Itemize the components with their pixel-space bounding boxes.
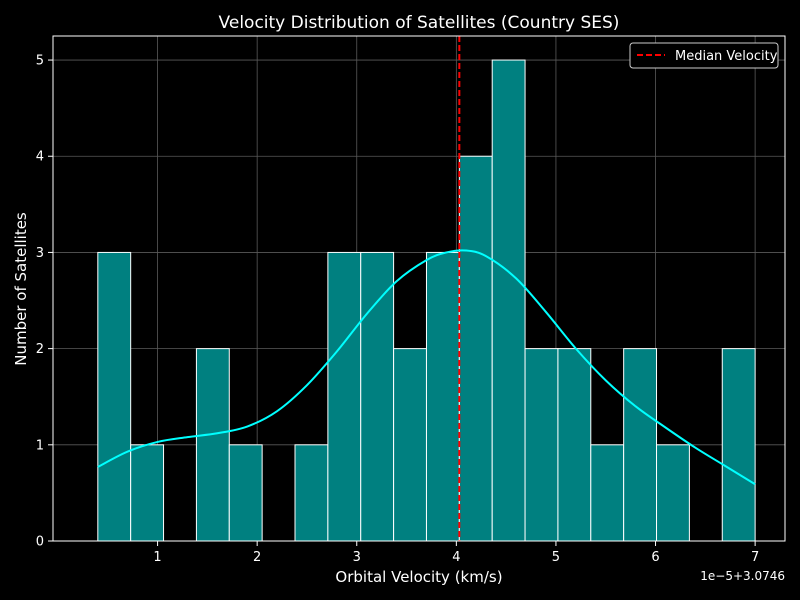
legend-median-label: Median Velocity: [675, 49, 778, 64]
kde-curve: [97, 249, 756, 486]
x-tick-label-5: 6: [651, 550, 659, 565]
histogram-bar-6: [294, 444, 329, 542]
histogram-bar-0: [97, 251, 132, 542]
y-tick-label-1: 1: [36, 438, 44, 453]
histogram-bar-11: [458, 155, 493, 542]
histogram-bar-17: [656, 444, 690, 542]
x-tick-label-2: 3: [353, 550, 361, 565]
x-axis-label: Orbital Velocity (km/s): [335, 568, 502, 586]
y-tick-label-0: 0: [36, 535, 44, 550]
plot-area-frame: [52, 35, 786, 542]
histogram-bar-13: [524, 348, 559, 542]
histogram-bar-7: [327, 251, 362, 542]
y-tick-label-4: 4: [36, 150, 44, 165]
y-tick-label-3: 3: [36, 246, 44, 261]
histogram-bar-12: [491, 59, 526, 542]
histogram-bars: [97, 59, 756, 542]
legend-box: [629, 42, 779, 69]
histogram-bar-15: [590, 444, 625, 542]
histogram-bar-19: [721, 348, 756, 542]
axes-ticks: 1 2 3 4 5 6 7 0 1 2 3 4 5: [36, 54, 760, 565]
chart-title: Velocity Distribution of Satellites (Cou…: [219, 13, 620, 33]
histogram-bar-16: [623, 348, 658, 542]
histogram-bar-4: [228, 444, 263, 542]
histogram-bar-3: [195, 348, 230, 542]
x-tick-label-6: 7: [751, 550, 759, 565]
histogram-bar-14: [557, 348, 592, 542]
histogram-bar-9: [393, 348, 427, 542]
x-tick-label-4: 5: [552, 550, 560, 565]
y-axis-label: Number of Satellites: [12, 212, 30, 366]
histogram-bar-10: [425, 251, 460, 542]
legend: Median Velocity: [629, 42, 779, 69]
x-tick-label-0: 1: [153, 550, 161, 565]
x-axis-offset-label: 1e−5+3.0746: [700, 569, 785, 583]
kde-curve-group: [97, 249, 756, 486]
x-tick-label-1: 2: [253, 550, 261, 565]
y-tick-label-5: 5: [36, 54, 44, 69]
y-tick-label-2: 2: [36, 342, 44, 357]
x-tick-label-3: 4: [452, 550, 460, 565]
histogram-bar-8: [360, 251, 395, 542]
histogram-bar-1: [130, 444, 165, 542]
